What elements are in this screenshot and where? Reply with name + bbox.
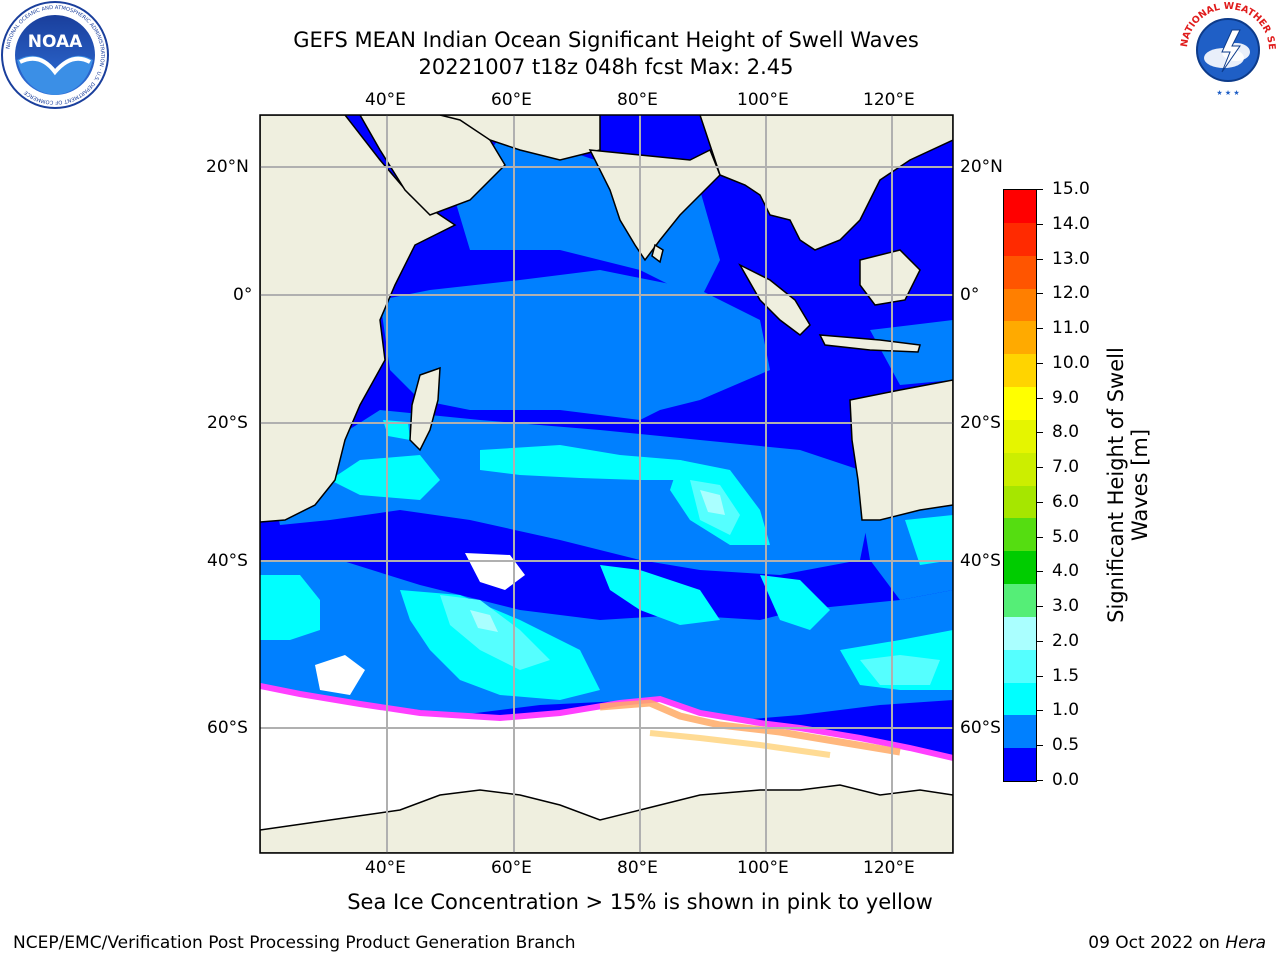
colorbar-tick-label: 11.0: [1052, 318, 1090, 339]
lat-label-left-20s: 20°S: [207, 413, 248, 433]
colorbar-tick-mark: [1037, 328, 1043, 330]
svg-text:★ ★ ★: ★ ★ ★: [1216, 89, 1239, 97]
colorbar-tick-mark: [1037, 606, 1043, 608]
colorbar-tick-label: 3.0: [1052, 596, 1080, 617]
lon-label-top-60e: 60°E: [491, 90, 532, 110]
colorbar-tick-mark: [1037, 780, 1043, 781]
lon-label-bottom-80e: 80°E: [617, 858, 658, 878]
footer-date: 09 Oct 2022 on Hera: [1088, 933, 1266, 953]
lat-label-right-20s: 20°S: [960, 413, 1001, 433]
lat-label-right-20n: 20°N: [960, 157, 1003, 177]
lon-label-bottom-40e: 40°E: [365, 858, 406, 878]
lat-label-right-60s: 60°S: [960, 718, 1001, 738]
colorbar-tick-mark: [1037, 745, 1043, 747]
colorbar-tick-mark: [1037, 258, 1043, 260]
colorbar-tick-label: 4.0: [1052, 561, 1080, 582]
lon-label-top-120e: 120°E: [863, 90, 915, 110]
colorbar-tick-mark: [1037, 675, 1043, 677]
footer-host: Hera: [1225, 933, 1266, 953]
colorbar-tick-label: 8.0: [1052, 422, 1080, 443]
colorbar-tick-label: 1.0: [1052, 700, 1080, 721]
sea-ice-caption: Sea Ice Concentration > 15% is shown in …: [347, 890, 933, 914]
colorbar: [1003, 189, 1037, 782]
colorbar-tick-mark: [1037, 501, 1043, 503]
lat-label-right-40s: 40°S: [960, 551, 1001, 571]
colorbar-segment: [1004, 190, 1036, 224]
lon-label-bottom-60e: 60°E: [491, 858, 532, 878]
colorbar-tick-mark: [1037, 362, 1043, 364]
map-title-line1: GEFS MEAN Indian Ocean Significant Heigh…: [293, 28, 919, 52]
colorbar-tick-mark: [1037, 397, 1043, 399]
colorbar-tick-label: 7.0: [1052, 457, 1080, 478]
lon-label-top-100e: 100°E: [737, 90, 789, 110]
lat-label-left-0: 0°: [233, 285, 253, 305]
colorbar-segment: [1004, 485, 1036, 519]
colorbar-tick-mark: [1037, 432, 1043, 434]
colorbar-tick-label: 1.5: [1052, 665, 1080, 686]
lon-label-bottom-100e: 100°E: [737, 858, 789, 878]
lon-label-top-40e: 40°E: [365, 90, 406, 110]
lat-label-left-40s: 40°S: [207, 551, 248, 571]
colorbar-tick-label: 13.0: [1052, 248, 1090, 269]
colorbar-tick-label: 0.0: [1052, 770, 1080, 790]
lat-label-right-0: 0°: [960, 285, 980, 305]
colorbar-tick-label: 14.0: [1052, 213, 1090, 234]
noaa-logo: NOAA NATIONAL OCEANIC AND ATMOSPHERIC AD…: [1, 1, 109, 109]
colorbar-tick-label: 5.0: [1052, 526, 1080, 547]
lon-label-bottom-120e: 120°E: [863, 858, 915, 878]
colorbar-segment: [1004, 222, 1036, 257]
colorbar-tick-label: 15.0: [1052, 179, 1090, 199]
colorbar-tick-mark: [1037, 293, 1043, 295]
colorbar-segment: [1004, 354, 1036, 388]
colorbar-tick-mark: [1037, 536, 1043, 538]
colorbar-segment: [1004, 682, 1036, 716]
colorbar-tick-label: 9.0: [1052, 387, 1080, 408]
nws-logo: NATIONAL WEATHER SERVICE ★ ★ ★: [1178, 0, 1277, 98]
lat-label-left-60s: 60°S: [207, 718, 248, 738]
footer-date-text: 09 Oct 2022 on: [1088, 933, 1226, 953]
colorbar-tick-mark: [1037, 223, 1043, 225]
colorbar-tick-mark: [1037, 189, 1043, 190]
colorbar-segment: [1004, 584, 1036, 618]
colorbar-segment: [1004, 387, 1036, 421]
lat-label-left-20n: 20°N: [206, 157, 249, 177]
noaa-logo-text: NOAA: [28, 32, 83, 52]
colorbar-segment: [1004, 452, 1036, 486]
colorbar-tick-mark: [1037, 640, 1043, 642]
colorbar-tick-label: 0.5: [1052, 735, 1080, 756]
colorbar-segment: [1004, 715, 1036, 749]
colorbar-segment: [1004, 518, 1036, 552]
colorbar-tick-mark: [1037, 710, 1043, 712]
colorbar-segment: [1004, 255, 1036, 289]
colorbar-tick-mark: [1037, 571, 1043, 573]
colorbar-tick-mark: [1037, 467, 1043, 469]
colorbar-segment: [1004, 551, 1036, 585]
colorbar-tick-label: 2.0: [1052, 630, 1080, 651]
colorbar-tick-label: 10.0: [1052, 352, 1090, 373]
map-title-line2: 20221007 t18z 048h fcst Max: 2.45: [418, 55, 794, 79]
colorbar-segment: [1004, 321, 1036, 355]
colorbar-tick-label: 12.0: [1052, 283, 1090, 304]
colorbar-tick-label: 6.0: [1052, 491, 1080, 512]
colorbar-segment: [1004, 419, 1036, 454]
colorbar-label: Significant Height of Swell Waves [m]: [1104, 347, 1152, 623]
colorbar-segment: [1004, 616, 1036, 651]
colorbar-segment: [1004, 649, 1036, 683]
footer-credit: NCEP/EMC/Verification Post Processing Pr…: [13, 933, 576, 953]
colorbar-segment: [1004, 748, 1036, 782]
colorbar-segment: [1004, 288, 1036, 322]
lon-label-top-80e: 80°E: [617, 90, 658, 110]
